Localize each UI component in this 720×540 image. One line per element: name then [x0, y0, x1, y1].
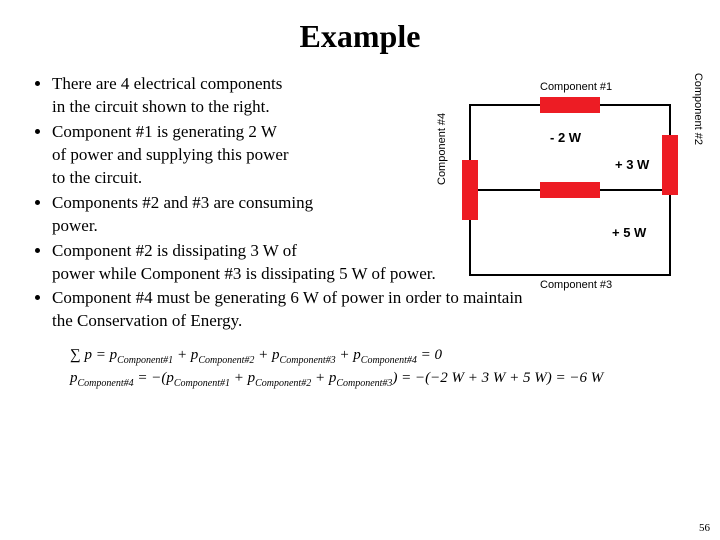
bullet-text: power.	[52, 216, 98, 235]
eq-text: = −(p	[134, 370, 174, 386]
eq-text: + p	[336, 347, 361, 363]
circuit-svg	[440, 85, 700, 295]
eq-sub: Component#2	[255, 378, 311, 389]
eq-text: + p	[230, 370, 255, 386]
power-2-label: + 3 W	[615, 157, 649, 172]
eq-sub: Component#1	[117, 355, 173, 366]
component-3-label: Component #3	[540, 279, 612, 291]
eq-text: ) = −(−2 W + 3 W + 5 W) = −6 W	[392, 370, 603, 386]
component-2-label: Component #2	[692, 73, 704, 145]
bullet-text: in the circuit shown to the right.	[52, 97, 270, 116]
component-4-rect	[462, 160, 478, 220]
circuit-diagram: Component #1 Component #3 Component #4 C…	[440, 85, 700, 295]
eq-text: p	[70, 370, 78, 386]
eq-sub: Component#1	[174, 378, 230, 389]
bullet-text: power while Component #3 is dissipating …	[52, 264, 436, 283]
slide: Example There are 4 electrical component…	[0, 0, 720, 540]
equation-block: ∑ p = pComponent#1 + pComponent#2 + pCom…	[70, 347, 690, 389]
bullet-text: to the circuit.	[52, 168, 142, 187]
equation-1: ∑ p = pComponent#1 + pComponent#2 + pCom…	[70, 347, 690, 366]
eq-sub: Component#3	[280, 355, 336, 366]
page-title: Example	[30, 18, 690, 55]
power-1-label: - 2 W	[550, 130, 581, 145]
component-2-rect	[662, 135, 678, 195]
component-3-rect	[540, 182, 600, 198]
component-1-label: Component #1	[540, 81, 612, 93]
component-4-label: Component #4	[436, 113, 448, 185]
eq-sub: Component#2	[198, 355, 254, 366]
eq-text: + p	[254, 347, 279, 363]
power-3-label: + 5 W	[612, 225, 646, 240]
eq-text: + p	[311, 370, 336, 386]
bullet-text: the Conservation of Energy.	[52, 311, 242, 330]
bullet-text: There are 4 electrical components	[52, 74, 282, 93]
component-1-rect	[540, 97, 600, 113]
eq-text: = 0	[417, 347, 442, 363]
bullet-text: of power and supplying this power	[52, 145, 289, 164]
equation-2: pComponent#4 = −(pComponent#1 + pCompone…	[70, 370, 690, 389]
eq-sub: Component#4	[361, 355, 417, 366]
eq-text: + p	[173, 347, 198, 363]
eq-sub: Component#3	[336, 378, 392, 389]
eq-text: ∑ p = p	[70, 347, 117, 363]
bullet-text: Component #1 is generating 2 W	[52, 122, 277, 141]
bullet-text: Component #2 is dissipating 3 W of	[52, 241, 297, 260]
bullet-text: Components #2 and #3 are consuming	[52, 193, 313, 212]
page-number: 56	[699, 522, 710, 534]
eq-sub: Component#4	[78, 378, 134, 389]
